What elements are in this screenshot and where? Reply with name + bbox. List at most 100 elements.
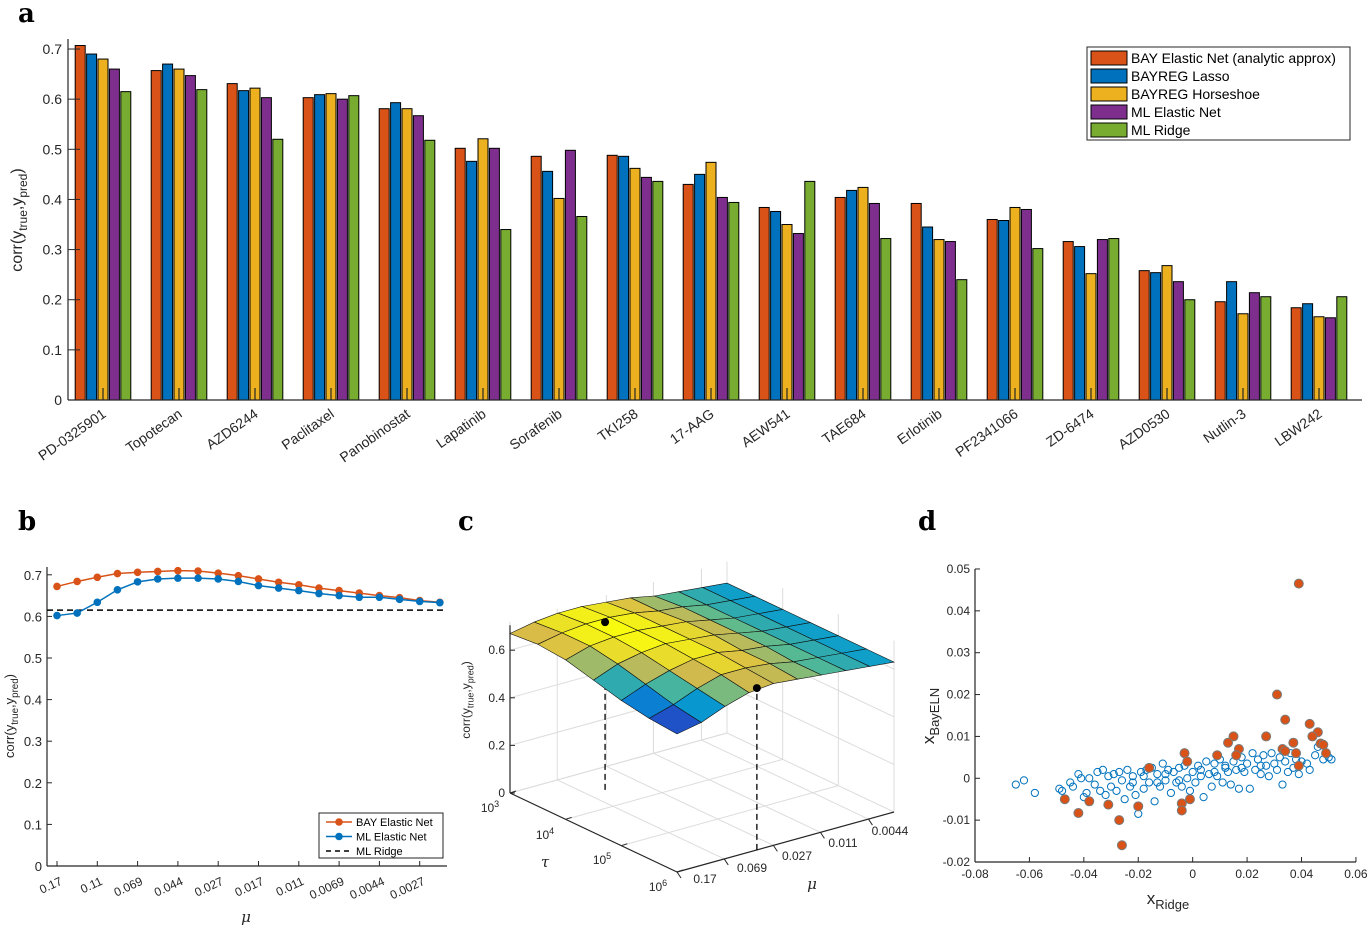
open-point [1120,795,1129,804]
grid-line [565,758,783,820]
open-point [1139,784,1148,793]
bar [933,239,945,401]
open-point [1161,776,1170,785]
data-point [415,597,424,606]
open-point [1153,769,1162,779]
x-tick-label: -0.06 [1016,867,1044,881]
open-point [1115,767,1124,777]
open-point [1207,782,1216,791]
x-tick-label: LBW242 [1272,405,1325,449]
open-point [1305,765,1314,775]
data-point [194,567,202,575]
open-point [1248,749,1257,758]
bar [1336,296,1348,401]
filled-point [1114,815,1125,826]
x-tick-label: 0.0027 [388,874,427,902]
legend-swatch [1090,104,1128,120]
open-point [1234,784,1244,793]
open-point [1106,782,1116,791]
data-point [133,578,142,586]
x-tick-label: PD-0325901 [35,405,109,463]
bar [120,91,132,401]
tau-tick [621,843,628,847]
open-point [1283,767,1293,777]
x-axis-label: μ [241,908,251,926]
filled-point [1304,718,1315,729]
x-tick-label: TAE684 [819,405,869,447]
open-point [1256,769,1265,779]
x-tick-label: 0.06 [1344,867,1368,881]
grid-line [557,779,725,860]
open-point [1243,759,1252,768]
data-point [315,589,323,598]
x-tick-label: 0.11 [78,874,105,896]
open-point [1259,751,1268,760]
x-tick-label: 0.044 [152,874,185,900]
open-point [1166,788,1176,798]
tau-tick-label: 103 [481,799,499,815]
y-tick-label: 0.5 [24,651,42,666]
data-point [335,591,343,600]
y-tick-label: 0.02 [947,688,971,702]
legend-label: BAYREG Horseshoe [1131,86,1260,102]
bar [694,173,706,401]
bar [792,233,804,401]
filled-point [1144,762,1155,773]
open-point [1196,765,1205,775]
open-point [1128,778,1137,787]
y-axis-label-sub: BayELN [927,688,942,736]
x-tick-label: PF2341066 [952,405,1021,460]
bar [488,147,500,401]
open-point [1085,774,1094,783]
x-tick-label: AEW541 [738,405,793,450]
bar [922,226,934,401]
tau-tick [565,816,572,820]
open-point [1311,751,1320,760]
open-point [1077,774,1086,783]
x-tick-label: AZD6244 [203,405,261,452]
filled-point [1280,714,1291,725]
open-point [1104,772,1113,781]
filled-point [1288,737,1299,748]
y-tick-label: 0 [963,771,970,785]
legend-swatch [1090,68,1128,84]
bar [348,95,360,401]
data-point [133,568,142,577]
bar [86,53,98,401]
grid-line [509,732,895,813]
data-point [93,598,102,607]
x-tick-label: Nutlin-3 [1200,405,1249,446]
data-point [395,595,404,604]
data-point [254,575,263,583]
bar [97,58,109,401]
legend-swatch [1090,122,1128,138]
mu-tick-label: 0.17 [693,872,717,886]
x-tick-label: 0.02 [1235,867,1259,881]
open-point [1030,788,1039,798]
y-tick-label: 0.05 [947,562,971,576]
x-tick-label: 0.0044 [347,874,386,902]
z-tick-label: 0.4 [488,691,505,705]
filled-point [1084,796,1095,807]
legend-label: ML Ridge [356,846,403,858]
bar [1032,248,1044,401]
axis-label-part: ) [459,661,473,665]
panel-label: a [18,0,35,29]
bar [553,197,565,401]
bar [314,94,326,401]
open-point [1155,782,1165,791]
open-point [1251,765,1260,775]
bar [1313,316,1325,401]
data-point [295,580,303,589]
bar [1302,303,1314,401]
data-point [295,586,303,595]
x-tick-label: Sorafenib [506,405,564,453]
surface-marker [601,618,610,627]
open-point [1123,765,1132,775]
mu-tick [723,858,729,866]
mu-tick-label: 0.0044 [872,824,909,838]
y-tick-label: -0.01 [943,813,971,827]
open-point [1136,767,1146,777]
axis-label-part: corr(y [9,231,26,272]
axis-label-part: ) [9,168,26,173]
